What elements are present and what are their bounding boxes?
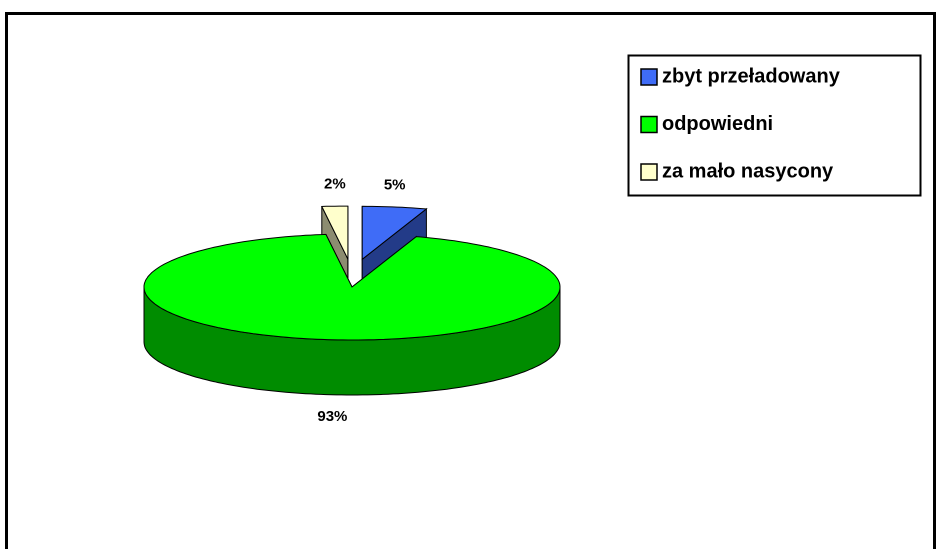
legend-box: [627, 54, 922, 197]
legend-label: za mało nasycony: [662, 160, 834, 182]
slice: [321, 205, 349, 260]
data-label: 93%: [317, 408, 347, 425]
data-label: 2%: [324, 175, 346, 192]
slice: [143, 233, 561, 341]
legend-label: odpowiedni: [662, 113, 773, 135]
legend-swatch: [640, 68, 658, 86]
legend-swatch: [640, 163, 658, 181]
legend-label: zbyt przeładowany: [662, 65, 841, 87]
legend-swatch: [640, 115, 658, 134]
slice: [361, 205, 428, 261]
data-label: 5%: [384, 177, 406, 194]
